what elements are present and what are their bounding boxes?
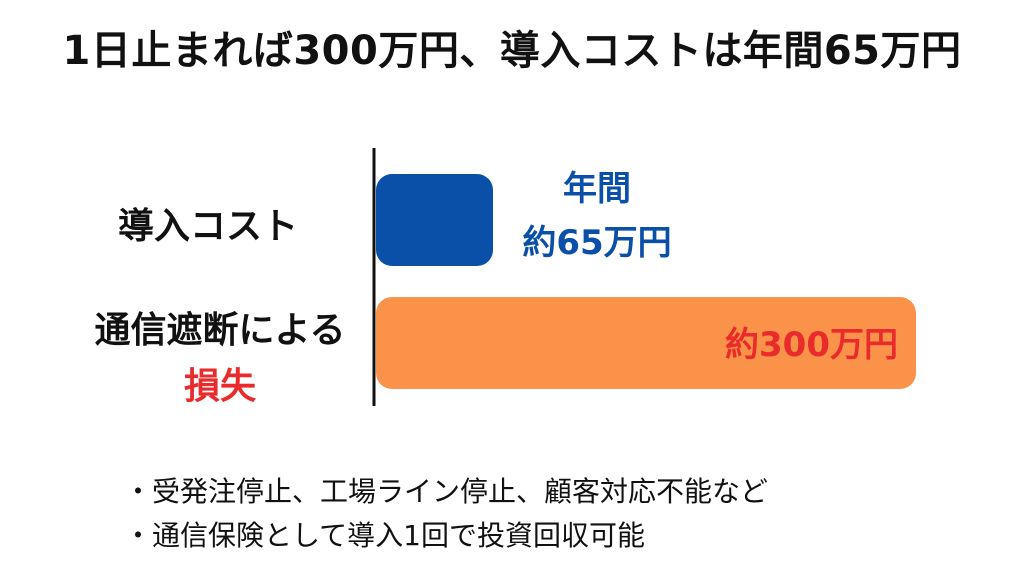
data-label-cost-line1: 年間	[563, 169, 631, 209]
category-label-cost: 導入コスト	[118, 206, 299, 247]
category-label-loss: 通信遮断による 損失	[78, 303, 362, 415]
page-title: 1日止まれば300万円、導入コストは年間65万円	[62, 28, 962, 74]
category-label-loss-line2: 損失	[183, 366, 256, 407]
bullet-list: ・受発注停止、工場ライン停止、顧客対応不能など ・通信保険として導入1回で投資回…	[124, 470, 768, 558]
bullet-item-2: ・通信保険として導入1回で投資回収可能	[124, 519, 645, 552]
category-label-loss-line1: 通信遮断による	[94, 310, 346, 351]
data-label-loss: 約300万円	[725, 325, 898, 365]
data-label-cost-line2: 約65万円	[522, 223, 671, 263]
bar-cost	[376, 174, 493, 266]
bar-loss	[376, 297, 916, 389]
bullet-item-1: ・受発注停止、工場ライン停止、顧客対応不能など	[124, 475, 769, 508]
